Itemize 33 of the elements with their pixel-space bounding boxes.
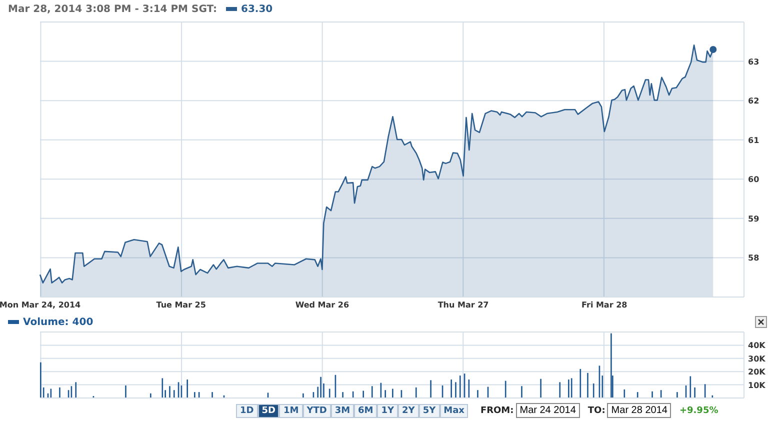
y-tick-label: 20K	[748, 368, 766, 377]
y-tick-label: 62	[748, 96, 760, 106]
text: FROM:	[480, 406, 514, 416]
y-tick-label: 30K	[748, 354, 766, 364]
y-tick-label: 58	[748, 254, 760, 263]
x-tick-label: Wed Mar 26	[295, 300, 350, 310]
y-tick-label: 10K	[748, 380, 766, 390]
text: 2Y	[398, 404, 419, 418]
text: 1D	[236, 404, 258, 418]
y-tick-label: 59	[748, 214, 760, 224]
text: 5Y	[418, 404, 440, 418]
x-tick-label: Thu Mar 27	[438, 300, 489, 310]
x-tick-label: Mon Mar 24, 2014	[0, 300, 82, 310]
text: 6M	[354, 404, 378, 418]
y-tick-label: 40K	[748, 341, 766, 350]
chart-title: Mar 28, 2014 3:08 PM - 3:14 PM SGT:	[8, 4, 217, 14]
text: YTD	[302, 404, 331, 418]
text: 3M	[330, 404, 354, 418]
text: Mar 24 2014	[516, 403, 580, 418]
text: Mar 28 2014	[607, 403, 672, 418]
text: TO:	[588, 406, 606, 416]
y-tick-label: 61	[748, 136, 760, 145]
legend-label: 63.30	[241, 4, 273, 14]
text: Max	[440, 404, 468, 418]
text: 1M	[279, 404, 303, 418]
x-tick-label: Tue Mar 25	[156, 300, 206, 310]
y-tick-label: 60	[748, 175, 760, 184]
legend-label: Volume: 400	[23, 316, 94, 328]
text: 1Y	[377, 404, 398, 418]
y-tick-label: 63	[748, 57, 760, 66]
text: +9.95%	[679, 406, 718, 416]
text: 5D	[258, 404, 280, 418]
x-tick-label: Fri Mar 28	[582, 300, 628, 310]
